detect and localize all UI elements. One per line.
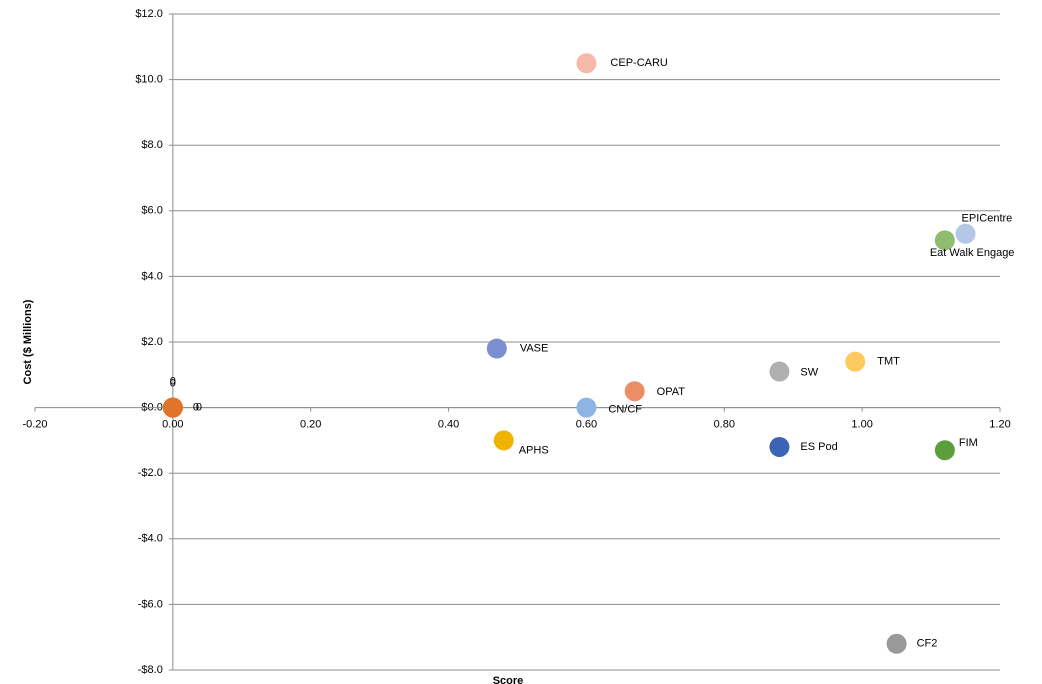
y-tick-label: $2.0: [141, 336, 162, 348]
y-tick-label: $12.0: [135, 8, 163, 20]
data-point: [886, 633, 907, 654]
data-label: 0: [170, 376, 176, 388]
y-tick-label: -$8.0: [138, 664, 163, 676]
data-label: OPAT: [657, 386, 686, 398]
y-tick-label: $4.0: [141, 270, 162, 282]
y-tick-label: -$6.0: [138, 598, 163, 610]
x-tick-label: 0.60: [576, 419, 597, 431]
y-axis-title: Cost ($ Millions): [22, 299, 34, 384]
data-point: [955, 223, 976, 244]
data-point: [576, 397, 597, 418]
data-point: [934, 230, 955, 251]
data-label: 0: [170, 378, 176, 390]
data-point: [845, 351, 866, 372]
y-tick-label: -$4.0: [138, 533, 163, 545]
data-label: ES Pod: [800, 441, 837, 453]
data-point: [162, 397, 183, 418]
data-label: FIM: [959, 437, 978, 449]
y-tick-label: -$2.0: [138, 467, 163, 479]
data-label: CN/CF: [608, 404, 642, 416]
data-label: EPICentre: [962, 213, 1013, 225]
data-label: CEP-CARU: [610, 57, 668, 69]
data-point: [624, 381, 645, 402]
data-label: CF2: [917, 638, 938, 650]
x-tick-label: 0.20: [300, 419, 321, 431]
y-tick-label: $6.0: [141, 205, 162, 217]
x-tick-label: 1.00: [851, 419, 872, 431]
y-tick-label: $10.0: [135, 74, 163, 86]
data-label: Eat Walk Engage: [930, 247, 1015, 259]
data-point: [493, 430, 514, 451]
y-tick-label: $8.0: [141, 139, 162, 151]
data-point: [486, 338, 507, 359]
data-point: [576, 53, 597, 74]
x-tick-label: 0.80: [714, 419, 735, 431]
data-label: TMT: [877, 356, 900, 368]
data-label: 0: [196, 402, 202, 414]
x-tick-label: 0.00: [162, 419, 183, 431]
data-point: [769, 436, 790, 457]
data-label: APHS: [519, 444, 549, 456]
x-tick-label: 0.40: [438, 419, 459, 431]
data-label: SW: [800, 366, 818, 378]
data-point: [934, 440, 955, 461]
data-label: VASE: [520, 342, 549, 354]
data-label: 0: [193, 402, 199, 414]
x-axis-title: Score: [493, 675, 524, 684]
x-tick-label: 1.20: [989, 419, 1010, 431]
data-point: [769, 361, 790, 382]
x-tick-label: -0.20: [22, 419, 47, 431]
